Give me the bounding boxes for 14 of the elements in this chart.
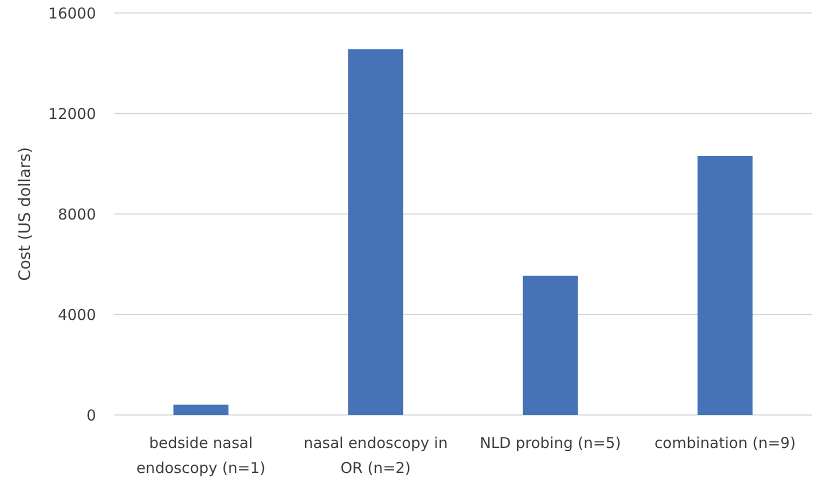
x-tick-label: nasal endoscopy in OR (n=2) xyxy=(304,434,448,477)
bar xyxy=(173,404,228,415)
bar xyxy=(348,49,404,415)
bar xyxy=(698,156,753,415)
x-tick-label: bedside nasal endoscopy (n=1) xyxy=(136,434,266,477)
x-tick-label: combination (n=9) xyxy=(654,434,796,452)
bar xyxy=(522,276,578,415)
y-tick-label: 0 xyxy=(86,406,96,424)
y-tick-label: 12000 xyxy=(48,104,96,123)
y-axis-title: Cost (US dollars) xyxy=(15,147,34,281)
x-tick-label: NLD probing (n=5) xyxy=(480,434,621,452)
y-tick-label: 16000 xyxy=(48,4,96,22)
y-tick-label: 4000 xyxy=(58,306,96,324)
y-tick-label: 8000 xyxy=(58,205,96,224)
